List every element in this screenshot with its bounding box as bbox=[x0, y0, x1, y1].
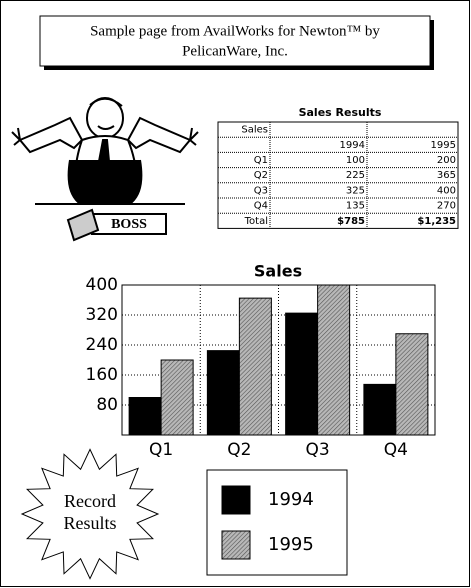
bar bbox=[364, 384, 396, 435]
table-cell: 365 bbox=[437, 170, 456, 181]
table-cell: $785 bbox=[337, 216, 365, 227]
table-cell: 100 bbox=[346, 155, 365, 166]
bar bbox=[207, 351, 239, 435]
bar bbox=[286, 313, 318, 435]
x-tick-label: Q4 bbox=[384, 440, 408, 460]
table-cell: Q3 bbox=[254, 185, 268, 196]
x-tick-label: Q2 bbox=[227, 440, 251, 460]
y-tick-label: 80 bbox=[96, 395, 118, 415]
header-line: Sample page from AvailWorks for Newton™ … bbox=[90, 23, 380, 39]
legend-label: 1995 bbox=[268, 534, 314, 555]
page-canvas: Sample page from AvailWorks for Newton™ … bbox=[0, 0, 471, 588]
page: { "header": {"lines": ["Sample page from… bbox=[0, 0, 471, 588]
chart: 80 160 240 320 400 Q1 Q2 Q3 Q4 bbox=[86, 275, 435, 460]
y-tick-label: 160 bbox=[86, 365, 118, 385]
boss-label: BOSS bbox=[111, 217, 147, 232]
bar bbox=[396, 334, 428, 435]
table-cell: 270 bbox=[437, 201, 456, 212]
bar bbox=[161, 360, 193, 435]
boss-clipart bbox=[12, 98, 198, 240]
table-cell: 200 bbox=[437, 155, 456, 166]
table-cell: Total bbox=[244, 216, 268, 227]
starburst-line: Results bbox=[63, 513, 116, 533]
table-cell: 225 bbox=[346, 170, 365, 181]
legend-swatch bbox=[222, 486, 250, 514]
table-cell: 1995 bbox=[431, 140, 456, 151]
y-tick-label: 320 bbox=[86, 305, 118, 325]
y-tick-label: 400 bbox=[86, 275, 118, 295]
y-tick-label: 240 bbox=[86, 335, 118, 355]
sales-table: Sales 1994 1995 Q1 100 200 Q2 225 365 Q3 325 400 Q4 1… bbox=[218, 122, 458, 228]
table-cell: 325 bbox=[346, 185, 365, 196]
table-cell: 1994 bbox=[340, 140, 365, 151]
table-cell: Q1 bbox=[254, 155, 268, 166]
table-cell: Sales bbox=[241, 125, 268, 136]
legend-swatch bbox=[222, 531, 250, 559]
x-tick-label: Q1 bbox=[149, 440, 173, 460]
bar bbox=[239, 298, 271, 435]
header-line: PelicanWare, Inc. bbox=[182, 43, 288, 59]
table-cell: 400 bbox=[437, 185, 456, 196]
table-cell: Q2 bbox=[254, 170, 268, 181]
bar bbox=[129, 398, 161, 436]
legend-label: 1994 bbox=[268, 489, 314, 510]
bar bbox=[318, 285, 350, 435]
x-tick-label: Q3 bbox=[306, 440, 330, 460]
chart-title: Sales bbox=[254, 262, 302, 281]
table-cell: Q4 bbox=[254, 201, 268, 212]
table-cell: $1,235 bbox=[417, 216, 456, 227]
table-cell: 135 bbox=[346, 201, 365, 212]
starburst-line: Record bbox=[64, 491, 116, 511]
table-title: Sales Results bbox=[299, 106, 382, 119]
